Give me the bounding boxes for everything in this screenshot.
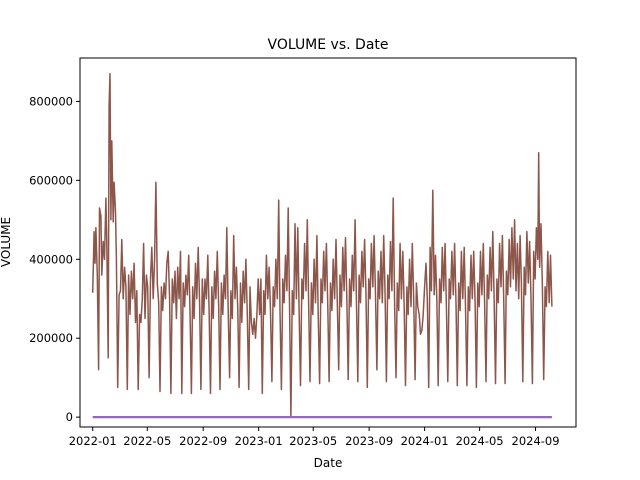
- x-tick-label: 2023-09: [345, 434, 393, 448]
- y-tick-label: 800000: [29, 94, 73, 108]
- y-tick-label: 0: [66, 410, 73, 424]
- x-tick-label: 2024-09: [512, 434, 560, 448]
- x-tick-label: 2023-01: [235, 434, 283, 448]
- y-tick-label: 400000: [29, 252, 73, 266]
- x-tick-label: 2022-05: [123, 434, 171, 448]
- x-tick-label: 2024-01: [401, 434, 449, 448]
- x-tick-label: 2023-05: [289, 434, 337, 448]
- plot-frame: [79, 57, 577, 428]
- chart-title: VOLUME vs. Date: [267, 37, 388, 53]
- series-line-1: [91, 73, 553, 418]
- y-tick-label: 600000: [29, 173, 73, 187]
- y-tick-label: 200000: [29, 331, 73, 345]
- series-layer: [91, 73, 553, 419]
- x-axis-label: Date: [314, 456, 343, 470]
- x-tick-label: 2024-05: [456, 434, 504, 448]
- x-tick-label: 2022-01: [69, 434, 117, 448]
- x-tick-label: 2022-09: [179, 434, 227, 448]
- y-axis: 0 200000 400000 600000 800000: [29, 94, 80, 424]
- x-axis: 2022-01 2022-05 2022-09 2023-01 2023-05 2023-…: [69, 427, 560, 448]
- y-axis-label: VOLUME: [0, 217, 13, 267]
